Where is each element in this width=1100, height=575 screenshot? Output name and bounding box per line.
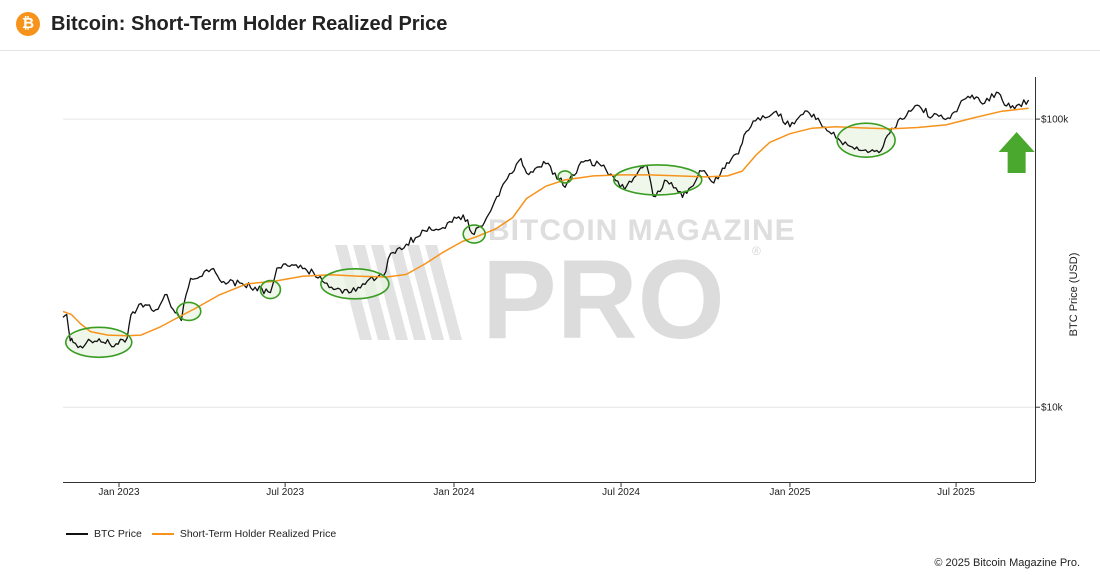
highlight-ellipses	[64, 122, 1035, 359]
highlight-ellipse	[175, 301, 202, 322]
x-tick-label: Jan 2024	[433, 487, 475, 498]
sth-realized-price-line	[62, 107, 1029, 337]
x-tick-label: Jan 2023	[98, 487, 140, 498]
legend-label-sth-realized-price: Short-Term Holder Realized Price	[179, 528, 337, 540]
highlight-fill	[260, 280, 281, 299]
legend-swatch-sth-realized-price	[151, 533, 174, 535]
highlight-ellipse	[836, 122, 896, 158]
watermark-stripe	[389, 245, 426, 340]
y-axis-title: BTC Price (USD)	[1068, 253, 1080, 337]
up-arrow-icon	[998, 132, 1035, 173]
chart-title: Bitcoin: Short-Term Holder Realized Pric…	[51, 13, 448, 35]
highlight-fill	[837, 123, 896, 158]
highlight-fill	[613, 164, 702, 195]
watermark-line1: BITCOIN MAGAZINE	[488, 214, 796, 247]
legend-item-btc-price[interactable]: BTC Price	[66, 528, 142, 540]
highlight-ellipse	[557, 170, 573, 184]
chart-header: ₿ Bitcoin: Short-Term Holder Realized Pr…	[0, 0, 1100, 51]
y-tick-label: $100k	[1041, 115, 1069, 126]
x-tick-label: Jul 2023	[266, 487, 304, 498]
legend-swatch-btc-price	[66, 533, 88, 535]
legend: BTC Price Short-Term Holder Realized Pri…	[66, 528, 346, 540]
gridlines	[63, 118, 1035, 408]
highlight-ellipse	[462, 224, 486, 244]
axes: Jan 2023 Jul 2023 Jan 2024 Jul 2024 Jan 2025…	[63, 77, 1080, 498]
x-tick-label: Jan 2025	[769, 487, 811, 498]
watermark-line2: PRO	[482, 237, 725, 362]
legend-item-sth-realized-price[interactable]: Short-Term Holder Realized Price	[151, 528, 337, 540]
y-tick-label: $10k	[1041, 403, 1064, 414]
bitcoin-logo-icon: ₿	[16, 12, 40, 36]
watermark-registered-mark: ®	[752, 244, 761, 258]
series-layer	[62, 91, 1030, 349]
x-tick-label: Jul 2025	[937, 487, 975, 498]
highlight-ellipse	[64, 326, 133, 359]
highlight-ellipse	[612, 164, 703, 196]
highlight-ellipse	[320, 268, 390, 300]
watermark-stripe	[425, 245, 462, 340]
highlight-ellipse	[259, 279, 282, 300]
highlight-fills	[65, 123, 896, 358]
x-tick-label: Jul 2024	[602, 487, 640, 498]
watermark-stripe	[371, 245, 408, 340]
copyright-notice: © 2025 Bitcoin Magazine Pro.	[934, 557, 1080, 569]
legend-label-btc-price: BTC Price	[94, 528, 142, 540]
btc-price-line	[62, 91, 1030, 349]
